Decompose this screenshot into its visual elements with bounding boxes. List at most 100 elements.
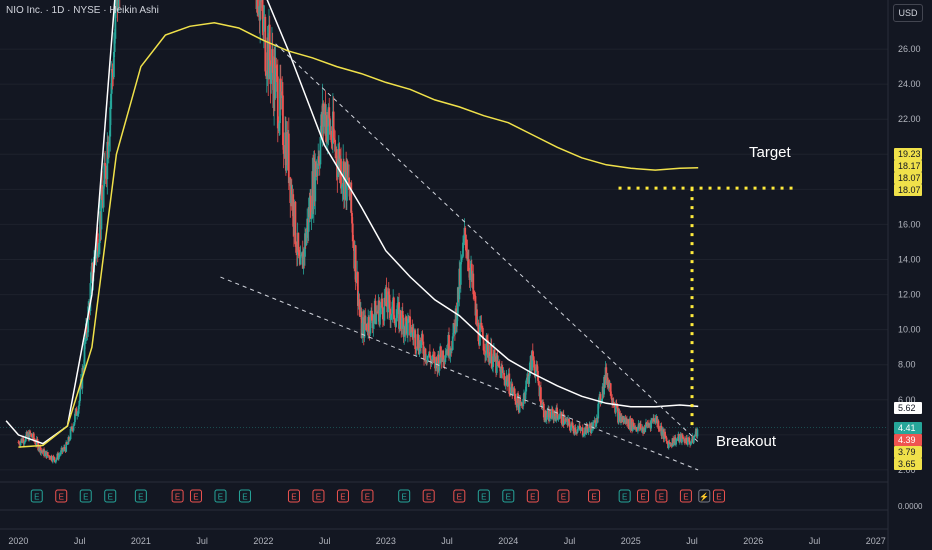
candle-body-903 xyxy=(681,434,683,443)
candle-body-593 xyxy=(453,323,456,325)
candle-body-685 xyxy=(520,403,523,406)
candle-body-429 xyxy=(332,111,335,138)
ma-slow-line xyxy=(18,22,699,448)
candle-body-665 xyxy=(506,376,508,387)
earnings-marker-label-22: E xyxy=(640,493,645,502)
candle-body-450 xyxy=(348,177,350,190)
candle-body-560 xyxy=(429,351,431,358)
candle-body-51 xyxy=(54,460,57,463)
candle-body-651 xyxy=(495,355,498,373)
candle-body-454 xyxy=(351,212,353,224)
x-tick-label-10: 2025 xyxy=(621,536,641,546)
earnings-marker-label-8: E xyxy=(242,493,247,502)
candle-body-880 xyxy=(664,431,666,437)
earnings-marker-label-21: E xyxy=(622,493,627,502)
candle-body-632 xyxy=(481,327,484,340)
candle-body-381 xyxy=(297,232,300,253)
candle-body-695 xyxy=(528,376,531,384)
candle-body-544 xyxy=(417,334,420,349)
candle-body-696 xyxy=(528,362,531,377)
price-label-1: 18.17 xyxy=(898,161,921,171)
candle-body-865 xyxy=(653,418,655,422)
candle-body-869 xyxy=(656,416,658,424)
candle-body-496 xyxy=(381,307,384,320)
price-label-2: 18.07 xyxy=(898,173,921,183)
candle-body-91 xyxy=(84,341,87,344)
candle-body-733 xyxy=(556,407,558,414)
candle-body-701 xyxy=(532,355,535,361)
earnings-marker-label-20: E xyxy=(591,493,596,502)
candle-body-520 xyxy=(399,310,402,325)
candle-body-430 xyxy=(333,137,336,140)
candle-body-568 xyxy=(434,357,437,369)
candle-body-704 xyxy=(534,370,537,377)
candle-body-114 xyxy=(101,185,104,201)
candle-body-711 xyxy=(539,387,542,406)
candle-body-550 xyxy=(421,333,424,342)
candle-body-474 xyxy=(365,323,368,331)
candle-body-472 xyxy=(364,315,367,325)
price-label-3: 18.07 xyxy=(898,185,921,195)
candle-body-620 xyxy=(473,294,475,295)
candle-body-459 xyxy=(354,245,357,282)
candle-body-504 xyxy=(387,291,390,295)
candle-body-18 xyxy=(30,433,33,437)
candle-body-663 xyxy=(504,379,507,385)
candle-body-654 xyxy=(498,361,500,367)
candle-body-554 xyxy=(424,348,427,361)
candle-body-652 xyxy=(496,355,499,363)
candle-body-824 xyxy=(623,420,625,423)
earnings-marker-23 xyxy=(655,489,668,503)
candle-body-63 xyxy=(63,447,66,449)
candle-body-837 xyxy=(632,422,635,428)
candle-body-487 xyxy=(375,311,378,325)
candle-body-713 xyxy=(541,403,544,407)
price-label-4: 5.62 xyxy=(898,403,916,413)
candle-body-69 xyxy=(68,437,70,441)
candle-body-673 xyxy=(512,391,514,394)
candle-body-744 xyxy=(564,419,567,424)
candle-body-682 xyxy=(518,399,521,413)
candle-body-326 xyxy=(257,0,259,15)
x-tick-label-0: 2020 xyxy=(8,536,28,546)
candle-body-734 xyxy=(556,413,559,420)
candle-body-56 xyxy=(58,454,61,456)
currency-button[interactable]: USD xyxy=(893,4,923,22)
candle-body-36 xyxy=(43,452,46,456)
x-tick-label-12: 2026 xyxy=(743,536,763,546)
candle-body-911 xyxy=(686,437,689,445)
candle-body-670 xyxy=(509,387,512,395)
candle-body-609 xyxy=(465,234,467,251)
candle-body-136 xyxy=(117,0,120,11)
earnings-marker-label-4: E xyxy=(138,493,143,502)
candle-body-61 xyxy=(62,449,65,452)
candle-body-119 xyxy=(104,165,107,179)
earnings-marker-3 xyxy=(104,489,117,503)
x-tick-label-2: 2021 xyxy=(131,536,151,546)
candle-body-117 xyxy=(103,162,106,187)
candle-body-456 xyxy=(352,241,355,248)
candle-body-68 xyxy=(67,437,70,445)
candle-body-527 xyxy=(404,316,407,334)
candle-body-481 xyxy=(370,310,373,321)
trendline-0 xyxy=(275,43,699,443)
candle-body-715 xyxy=(542,403,545,418)
candle-body-666 xyxy=(506,381,509,387)
candle-body-581 xyxy=(444,354,447,362)
candle-body-591 xyxy=(451,336,454,350)
candle-body-28 xyxy=(38,449,40,451)
candle-body-807 xyxy=(610,395,613,399)
price-label-bg-1 xyxy=(894,160,922,172)
candle-body-655 xyxy=(498,366,501,368)
candle-body-404 xyxy=(314,162,317,202)
candle-body-9 xyxy=(24,441,26,443)
y-tick-label-11: 24.00 xyxy=(898,79,921,89)
y-tick-label-6: 14.00 xyxy=(898,255,921,265)
candle-body-71 xyxy=(69,428,72,440)
candle-body-533 xyxy=(409,316,411,336)
candle-body-563 xyxy=(431,359,434,361)
candle-body-332 xyxy=(261,0,264,11)
candle-body-455 xyxy=(351,223,354,242)
earnings-marker-13 xyxy=(398,489,411,503)
